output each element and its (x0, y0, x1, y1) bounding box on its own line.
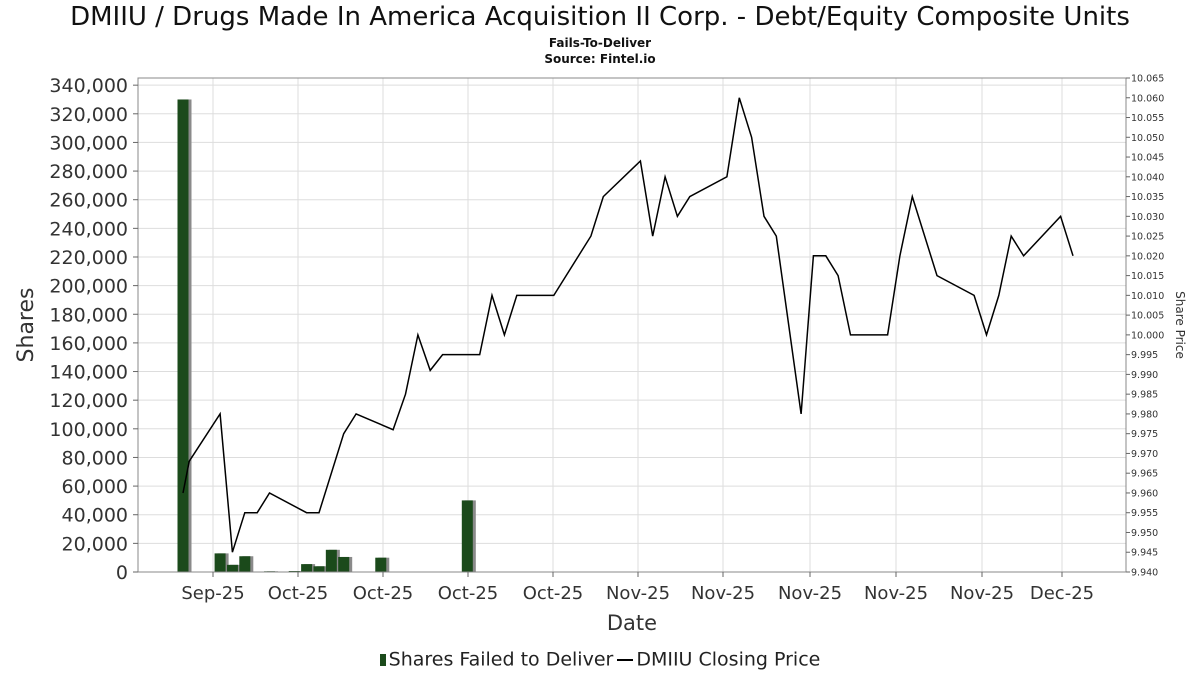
chart-title: DMIIU / Drugs Made In America Acquisitio… (70, 2, 1130, 32)
y-left-tick-label: 40,000 (62, 505, 128, 527)
y-left-tick-label: 200,000 (49, 276, 128, 298)
y-left-tick-label: 60,000 (62, 476, 128, 498)
bar (325, 549, 337, 572)
x-tick-label: Sep-25 (181, 583, 244, 604)
y-left-tick-label: 280,000 (49, 161, 128, 183)
y-left-tick-label: 140,000 (49, 362, 128, 384)
y-right-tick-label: 9.990 (1131, 370, 1158, 381)
y-left-tick-label: 220,000 (49, 247, 128, 269)
y-left-tick-label: 260,000 (49, 190, 128, 212)
y-right-tick-label: 10.015 (1131, 271, 1164, 282)
y-right-tick-label: 9.975 (1131, 429, 1158, 440)
bar (338, 556, 350, 572)
y-right-tick-label: 10.000 (1131, 330, 1164, 341)
bar (461, 500, 473, 572)
y-right-tick-label: 10.055 (1131, 113, 1164, 124)
bar (239, 556, 251, 572)
y-right-tick-label: 9.950 (1131, 528, 1158, 539)
bar (177, 99, 189, 572)
y-left-tick-label: 180,000 (49, 304, 128, 326)
x-tick-label: Nov-25 (778, 583, 842, 604)
x-tick-label: Nov-25 (950, 583, 1014, 604)
y-right-tick-label: 9.945 (1131, 548, 1158, 559)
legend: Shares Failed to Deliver DMIIU Closing Pr… (0, 648, 1200, 671)
y-right-tick-label: 10.025 (1131, 232, 1164, 243)
bar-layer (177, 99, 476, 572)
price-line (182, 97, 1074, 553)
bar (313, 566, 325, 572)
y-right-tick-label: 9.995 (1131, 350, 1158, 361)
y-right-tick-label: 10.045 (1131, 153, 1164, 164)
y-right-tick-label: 9.980 (1131, 409, 1158, 420)
bar (301, 564, 313, 572)
y-right-tick-label: 10.030 (1131, 212, 1164, 223)
x-tick-label: Nov-25 (606, 583, 670, 604)
y-right-tick-label: 9.960 (1131, 488, 1158, 499)
y-left-tick-label: 320,000 (49, 104, 128, 126)
y-right-tick-label: 10.010 (1131, 291, 1164, 302)
x-tick-label: Oct-25 (523, 583, 584, 604)
legend-item-price: DMIIU Closing Price (636, 648, 821, 671)
y-left-tick-label: 160,000 (49, 333, 128, 355)
plot-frame (137, 77, 1127, 573)
y-right-tick-label: 10.020 (1131, 251, 1164, 262)
y-right-tick-label: 10.040 (1131, 172, 1164, 183)
x-tick-label: Oct-25 (438, 583, 499, 604)
grid-layer (138, 78, 1126, 573)
y-left-tick-label: 300,000 (49, 132, 128, 154)
y-axis-left-label: Shares (14, 288, 39, 363)
y-right-tick-label: 9.940 (1131, 568, 1158, 579)
x-tick-label: Nov-25 (864, 583, 928, 604)
y-right-tick-label: 10.065 (1131, 74, 1164, 85)
y-right-tick-label: 10.060 (1131, 93, 1164, 104)
x-tick-label: Dec-25 (1030, 583, 1094, 604)
y-right-tick-label: 10.050 (1131, 133, 1164, 144)
axis-layer: 0 20,000 40,000 60,000 80,000 100,000 120,000 1… (49, 74, 1164, 605)
y-right-tick-label: 9.970 (1131, 449, 1158, 460)
line-layer (182, 97, 1074, 553)
y-left-tick-label: 20,000 (62, 533, 128, 555)
y-left-tick-label: 120,000 (49, 390, 128, 412)
y-left-tick-label: 0 (116, 562, 128, 584)
y-left-tick-label: 240,000 (49, 218, 128, 240)
x-tick-label: Oct-25 (268, 583, 329, 604)
x-axis-label: Date (607, 611, 657, 635)
x-tick-label: Nov-25 (691, 583, 755, 604)
bar (375, 557, 387, 572)
chart-source: Source: Fintel.io (544, 52, 656, 66)
y-right-tick-label: 9.965 (1131, 469, 1158, 480)
legend-bar-swatch (379, 653, 386, 666)
y-left-tick-label: 100,000 (49, 419, 128, 441)
bar (226, 564, 238, 572)
legend-line-swatch (617, 658, 634, 661)
y-right-tick-label: 10.035 (1131, 192, 1164, 203)
y-axis-right-label: Share Price (1173, 291, 1187, 359)
legend-item-ftd: Shares Failed to Deliver (388, 648, 614, 671)
y-right-tick-label: 10.005 (1131, 311, 1164, 322)
x-tick-label: Oct-25 (353, 583, 414, 604)
bar (214, 553, 226, 572)
y-left-tick-label: 340,000 (49, 75, 128, 97)
y-right-tick-label: 9.955 (1131, 508, 1158, 519)
y-right-tick-label: 9.985 (1131, 390, 1158, 401)
y-left-tick-label: 80,000 (62, 447, 128, 469)
bar (288, 570, 300, 572)
chart-subtitle: Fails-To-Deliver (548, 36, 652, 50)
